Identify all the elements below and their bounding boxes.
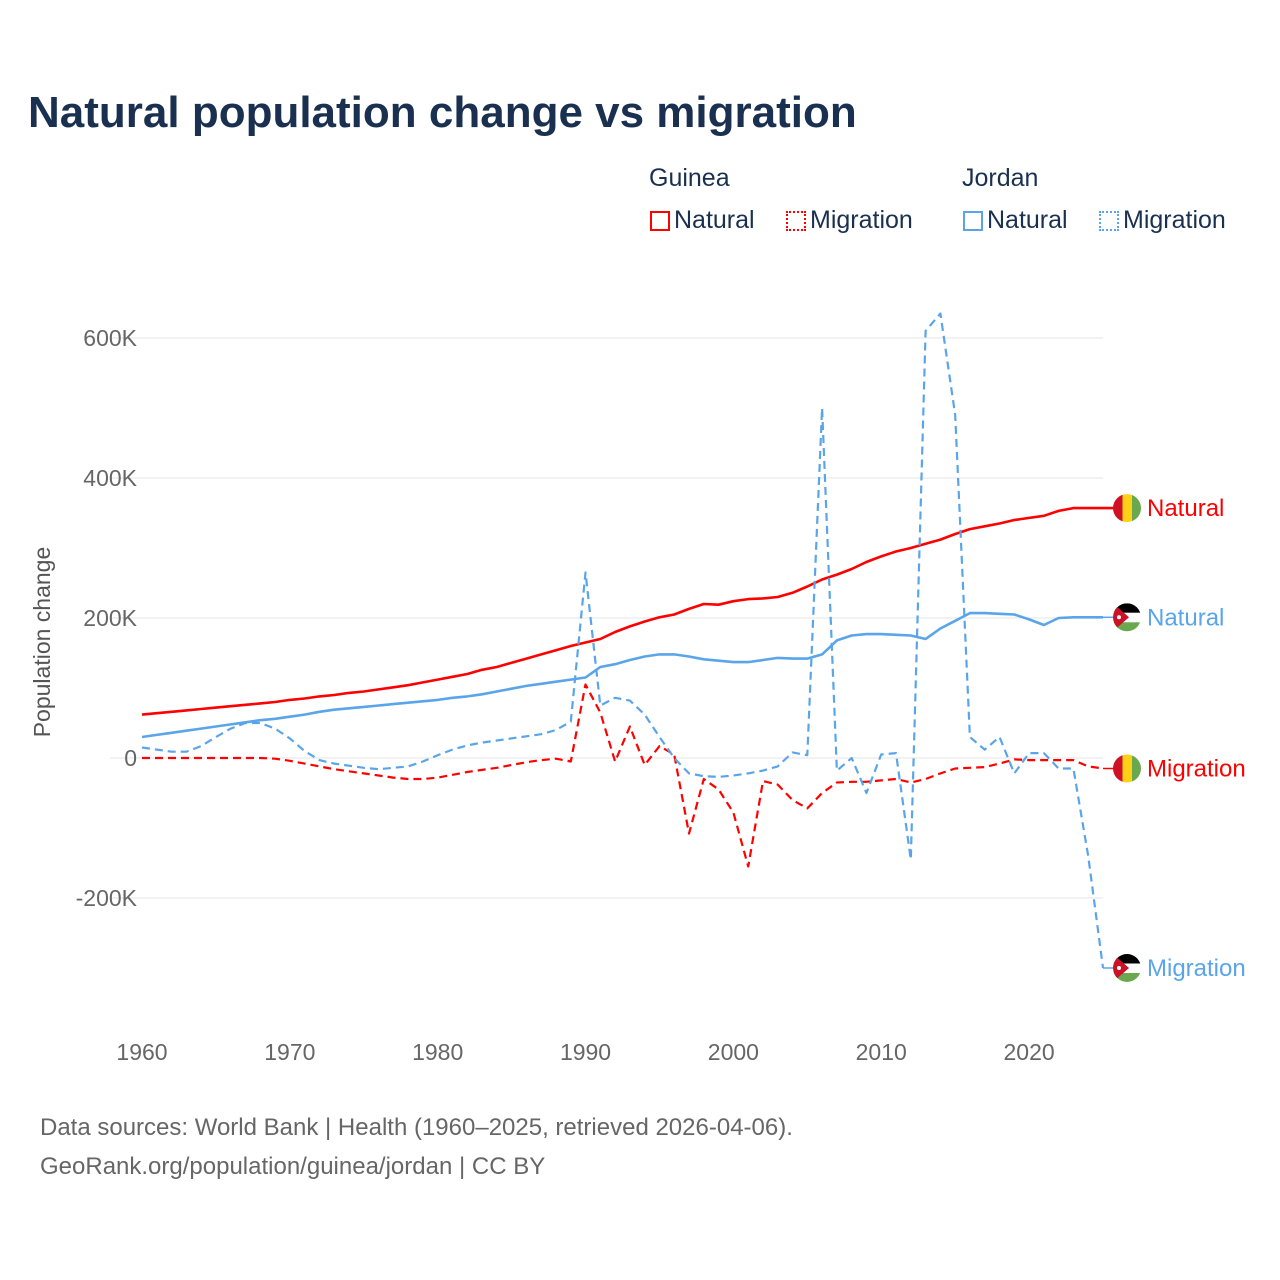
legend-label: Natural bbox=[987, 206, 1068, 234]
legend-label: Natural bbox=[674, 206, 755, 234]
y-tick-label: 400K bbox=[83, 465, 137, 491]
y-tick-label: -200K bbox=[76, 885, 138, 911]
x-tick-label: 2020 bbox=[1003, 1039, 1054, 1065]
series-line-guinea-natural[interactable] bbox=[141, 506, 1118, 716]
legend-swatch-solid-icon bbox=[650, 210, 670, 231]
legend-swatch-solid-icon bbox=[963, 210, 983, 231]
legend-swatch-dotted-icon bbox=[786, 210, 806, 231]
end-label: Migration bbox=[1147, 756, 1246, 783]
guinea-flag-icon bbox=[1113, 494, 1141, 523]
legend-guinea-natural[interactable]: Natural bbox=[650, 206, 755, 235]
legend-group-jordan: Jordan bbox=[962, 164, 1039, 192]
end-label: Natural bbox=[1147, 495, 1224, 522]
x-tick-label: 2000 bbox=[708, 1039, 759, 1065]
x-tick-label: 1980 bbox=[412, 1039, 463, 1065]
source-line-1: Data sources: World Bank | Health (1960–… bbox=[40, 1114, 793, 1141]
chart-title: Natural population change vs migration bbox=[28, 88, 857, 137]
source-line-2[interactable]: GeoRank.org/population/guinea/jordan | C… bbox=[40, 1153, 546, 1180]
plot-area: -200K 0 200K 400K 600K 1960 1970 1980 1990 2000 20… bbox=[29, 312, 1246, 1065]
y-axis-label: Population change bbox=[29, 547, 55, 738]
legend-guinea-migration[interactable]: Migration bbox=[786, 206, 913, 235]
legend-jordan-natural[interactable]: Natural bbox=[963, 206, 1068, 235]
legend-label: Migration bbox=[810, 206, 913, 234]
y-tick-label: 0 bbox=[124, 745, 137, 771]
end-label: Migration bbox=[1147, 955, 1246, 982]
x-tick-label: 1960 bbox=[116, 1039, 167, 1065]
legend-jordan-migration[interactable]: Migration bbox=[1099, 206, 1226, 235]
legend-label: Migration bbox=[1123, 206, 1226, 234]
x-tick-label: 1990 bbox=[560, 1039, 611, 1065]
source-note: Data sources: World Bank | Health (1960–… bbox=[40, 1108, 793, 1186]
x-tick-label: 2010 bbox=[856, 1039, 907, 1065]
series-line-guinea-migration[interactable] bbox=[142, 683, 1104, 868]
x-tick-label: 1970 bbox=[264, 1039, 315, 1065]
legend-swatch-dotted-icon bbox=[1099, 210, 1119, 231]
end-label: Natural bbox=[1147, 604, 1224, 631]
guinea-flag-icon bbox=[1113, 754, 1141, 783]
jordan-flag-icon bbox=[1113, 603, 1141, 632]
legend-group-guinea: Guinea bbox=[649, 164, 730, 192]
series-line-jordan-natural[interactable] bbox=[141, 611, 1103, 739]
y-tick-label: 600K bbox=[83, 325, 137, 351]
series-line-jordan-migration[interactable] bbox=[141, 312, 1105, 969]
jordan-flag-icon bbox=[1113, 954, 1141, 982]
y-tick-label: 200K bbox=[83, 605, 137, 631]
